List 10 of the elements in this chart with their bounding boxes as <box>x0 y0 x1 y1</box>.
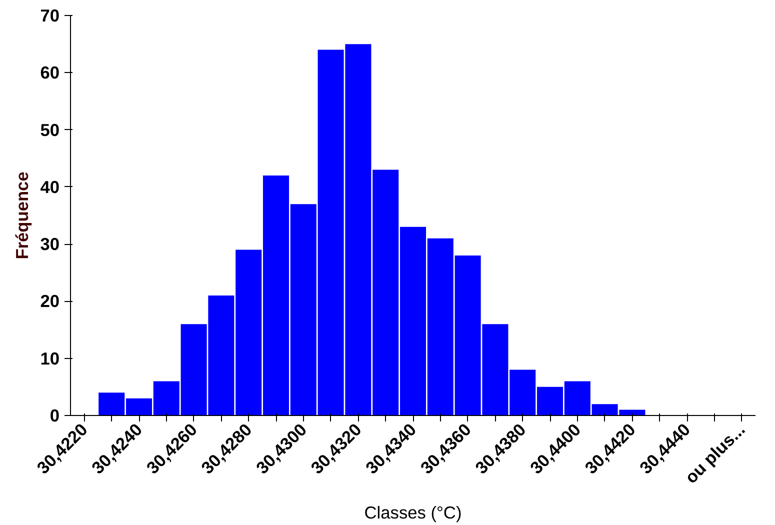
y-tick-label: 70 <box>40 6 60 26</box>
y-tick-label: 0 <box>50 406 60 426</box>
y-tick-label: 40 <box>40 176 60 197</box>
x-axis-title: Classes (°C) <box>364 502 462 522</box>
y-tick-label: 60 <box>40 62 60 83</box>
y-axis-title: Fréquence <box>12 171 32 260</box>
y-tick-label: 10 <box>40 348 60 368</box>
y-tick-label: 50 <box>40 120 60 140</box>
y-tick-label: 20 <box>40 291 60 312</box>
y-tick-label: 30 <box>40 234 60 254</box>
